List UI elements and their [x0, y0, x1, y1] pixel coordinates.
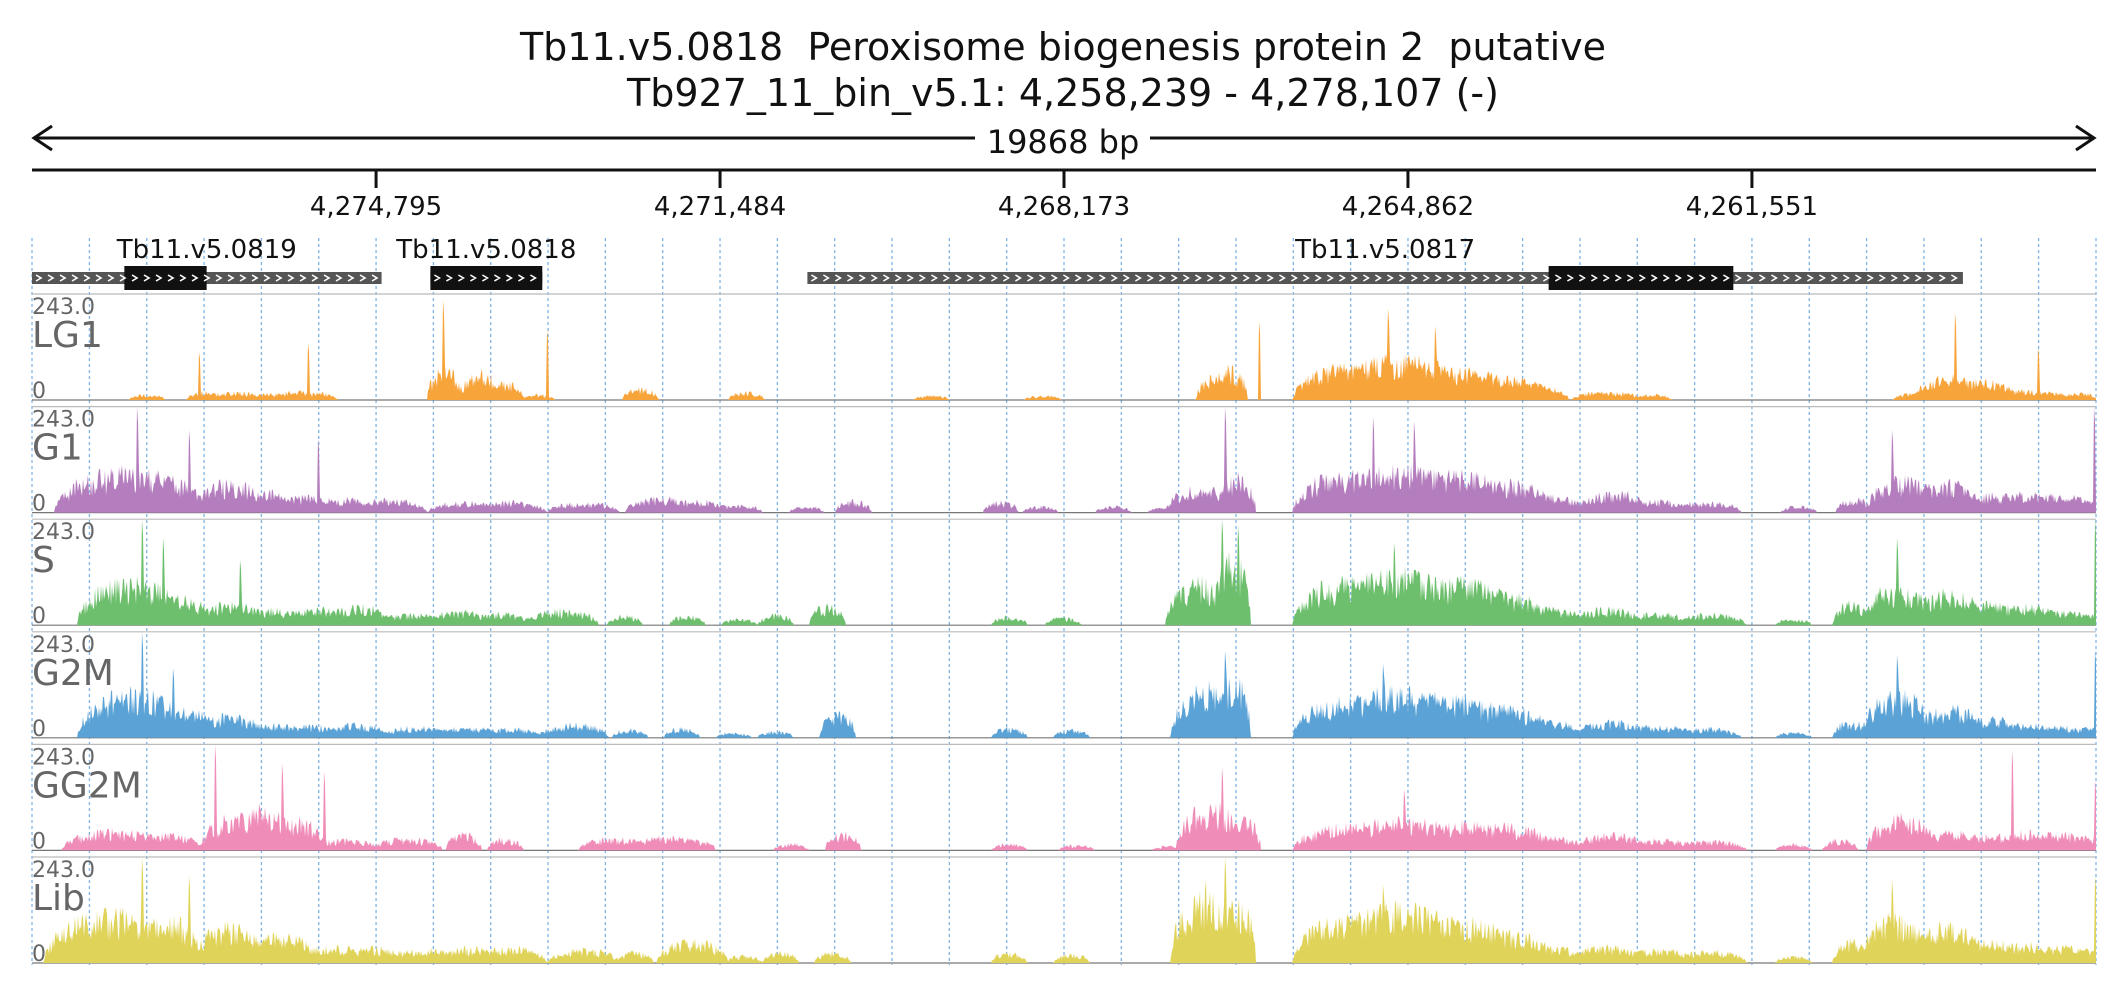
coverage-area — [32, 631, 2096, 738]
gene: Tb11.v5.0817 — [807, 235, 1963, 290]
gene-label: Tb11.v5.0819 — [116, 235, 297, 265]
track-ymin-label: 0 — [32, 604, 46, 629]
track-ymin-label: 0 — [32, 829, 46, 854]
gene-utr-bar — [32, 272, 382, 284]
track-ymax-label: 243.0 — [32, 858, 95, 883]
axis-tick-label: 4,274,795 — [310, 192, 442, 222]
span-arrowhead-left — [31, 124, 53, 152]
coverage-area — [32, 519, 2096, 626]
track-ymax-label: 243.0 — [32, 520, 95, 545]
span-arrowhead-right — [2075, 124, 2097, 152]
axis-tick-label: 4,271,484 — [654, 192, 786, 222]
span-label: 19868 bp — [987, 123, 1140, 161]
coverage-tracks: 243.00LG1243.00G1243.00S243.00G2M243.00G… — [32, 293, 2096, 967]
grid-lines — [31, 238, 2097, 965]
gene-label: Tb11.v5.0818 — [395, 235, 576, 265]
gene-label: Tb11.v5.0817 — [1294, 235, 1475, 265]
strand-chevrons — [35, 274, 379, 282]
axis-tick-label: 4,264,862 — [1342, 192, 1474, 222]
track-name-label: S — [32, 540, 55, 581]
track-g2m: 243.0 0 G2M — [32, 631, 2096, 742]
track-g1: 243.0 0 G1 — [32, 406, 2096, 517]
track-ymin-label: 0 — [32, 379, 46, 404]
strand-chevrons — [810, 274, 1958, 282]
span-arrow — [31, 124, 2097, 152]
coordinate-axis: 4,274,795 4,271,484 4,268,173 4,264,862 4,26… — [32, 168, 2096, 222]
chart-title: Tb11.v5.0818 Peroxisome biogenesis prote… — [519, 25, 1607, 69]
track-name-label: G1 — [32, 428, 83, 469]
track-ymax-label: 243.0 — [32, 295, 95, 320]
track-name-label: LG1 — [32, 315, 103, 356]
coverage-area — [32, 744, 2096, 851]
gene-cds-bar — [1548, 266, 1734, 290]
coverage-area — [32, 857, 2096, 963]
track-name-label: Lib — [32, 878, 85, 919]
track-ymax-label: 243.0 — [32, 745, 95, 770]
track-name-label: G2M — [32, 653, 114, 694]
axis-tick-label: 4,261,551 — [1686, 192, 1818, 222]
track-ymin-label: 0 — [32, 717, 46, 742]
track-ymax-label: 243.0 — [32, 408, 95, 433]
gene: Tb11.v5.0818 — [395, 235, 576, 290]
gene-track: Tb11.v5.0819 Tb11.v5.0818 Tb11.v5.0817 — [32, 235, 1963, 290]
chart-subtitle: Tb927_11_bin_v5.1: 4,258,239 - 4,278,107… — [627, 71, 1499, 115]
coverage-area — [32, 406, 2096, 513]
strand-chevrons — [433, 274, 537, 282]
coverage-area — [32, 299, 2096, 400]
track-ymin-label: 0 — [32, 942, 46, 967]
track-name-label: GG2M — [32, 765, 142, 806]
track-gg2m: 243.0 0 GG2M — [32, 743, 2096, 854]
track-s: 243.0 0 S — [32, 518, 2096, 629]
track-lg1: 243.0 0 LG1 — [32, 293, 2096, 404]
axis-tick-label: 4,268,173 — [998, 192, 1130, 222]
track-ymax-label: 243.0 — [32, 633, 95, 658]
track-lib: 243.0 0 Lib — [32, 856, 2096, 967]
gene: Tb11.v5.0819 — [32, 235, 382, 290]
track-ymin-label: 0 — [32, 492, 46, 517]
